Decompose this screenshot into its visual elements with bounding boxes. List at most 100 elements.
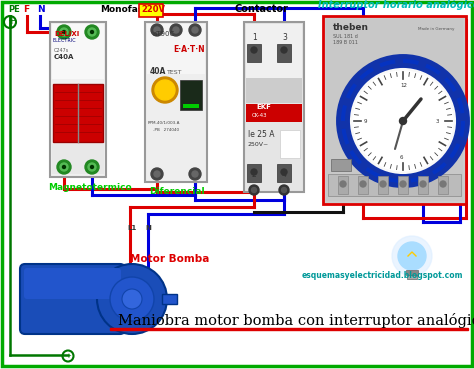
Wedge shape bbox=[379, 59, 395, 68]
Bar bbox=[50, 22, 106, 177]
Bar bbox=[52, 24, 104, 79]
Circle shape bbox=[340, 181, 346, 187]
Text: N: N bbox=[37, 5, 45, 14]
Circle shape bbox=[110, 277, 154, 321]
Text: Motor Bomba: Motor Bomba bbox=[130, 254, 210, 264]
Circle shape bbox=[251, 47, 257, 53]
Bar bbox=[358, 176, 368, 194]
Text: Interruptor horario analógico: Interruptor horario analógico bbox=[318, 0, 474, 10]
Circle shape bbox=[192, 27, 198, 33]
Wedge shape bbox=[346, 83, 357, 99]
Circle shape bbox=[91, 166, 93, 169]
Bar bbox=[280, 130, 300, 158]
Circle shape bbox=[85, 25, 99, 39]
Text: Made in Germany: Made in Germany bbox=[418, 27, 455, 31]
Bar bbox=[338, 176, 348, 194]
Circle shape bbox=[57, 160, 71, 174]
Text: -PB   274040: -PB 274040 bbox=[153, 128, 179, 132]
Bar bbox=[407, 275, 417, 279]
Text: PE: PE bbox=[8, 5, 20, 14]
Circle shape bbox=[170, 24, 182, 36]
Circle shape bbox=[60, 163, 68, 171]
Text: Diferencial: Diferencial bbox=[149, 187, 205, 196]
Text: EKF: EKF bbox=[256, 104, 271, 110]
Bar bbox=[406, 270, 418, 275]
Text: C247s: C247s bbox=[54, 48, 69, 53]
Circle shape bbox=[380, 181, 386, 187]
Circle shape bbox=[281, 169, 287, 175]
Wedge shape bbox=[456, 97, 465, 113]
Bar bbox=[246, 78, 302, 103]
Circle shape bbox=[252, 187, 256, 193]
Bar bbox=[438, 176, 448, 194]
Circle shape bbox=[400, 117, 407, 124]
Wedge shape bbox=[365, 167, 381, 178]
Text: Magnetotermico: Magnetotermico bbox=[48, 183, 132, 192]
Circle shape bbox=[249, 185, 259, 195]
Wedge shape bbox=[444, 77, 456, 92]
Text: theben: theben bbox=[333, 23, 369, 32]
Text: 220V: 220V bbox=[141, 6, 165, 14]
Text: 9: 9 bbox=[364, 119, 367, 124]
Circle shape bbox=[173, 27, 179, 33]
Text: 4: 4 bbox=[282, 170, 287, 179]
Text: 6: 6 bbox=[400, 155, 403, 160]
Circle shape bbox=[88, 28, 96, 36]
FancyBboxPatch shape bbox=[24, 268, 121, 299]
FancyBboxPatch shape bbox=[139, 4, 163, 17]
Circle shape bbox=[154, 27, 160, 33]
Text: Contactor: Contactor bbox=[235, 4, 289, 14]
Wedge shape bbox=[342, 128, 349, 145]
Bar bbox=[246, 104, 302, 122]
Bar bbox=[244, 22, 304, 192]
Bar bbox=[418, 176, 428, 194]
Circle shape bbox=[97, 264, 167, 334]
Bar bbox=[53, 84, 103, 142]
Text: Ie 25 A: Ie 25 A bbox=[248, 130, 274, 139]
Text: +: + bbox=[7, 15, 15, 25]
Circle shape bbox=[151, 24, 163, 36]
Text: aT90C: aT90C bbox=[153, 31, 175, 37]
Circle shape bbox=[192, 171, 198, 177]
Text: +: + bbox=[65, 353, 71, 359]
Bar bbox=[326, 19, 463, 201]
Circle shape bbox=[152, 77, 178, 103]
Bar bbox=[145, 22, 207, 182]
Circle shape bbox=[353, 71, 453, 171]
Circle shape bbox=[360, 181, 366, 187]
Text: F: F bbox=[23, 5, 29, 14]
Bar bbox=[378, 176, 388, 194]
Wedge shape bbox=[410, 175, 427, 182]
Text: esquemasyelectricidad.blogspot.com: esquemasyelectricidad.blogspot.com bbox=[302, 271, 464, 280]
Text: SUL 181 d: SUL 181 d bbox=[333, 34, 358, 39]
Text: TEST: TEST bbox=[167, 70, 182, 75]
Circle shape bbox=[420, 181, 426, 187]
FancyBboxPatch shape bbox=[20, 264, 125, 334]
Wedge shape bbox=[425, 64, 441, 75]
Circle shape bbox=[189, 168, 201, 180]
Circle shape bbox=[154, 171, 160, 177]
Text: 250V~: 250V~ bbox=[248, 142, 269, 147]
Circle shape bbox=[392, 236, 432, 276]
Bar bbox=[110, 328, 468, 330]
Text: 189 B 011: 189 B 011 bbox=[333, 40, 358, 45]
Circle shape bbox=[63, 166, 65, 169]
Wedge shape bbox=[341, 105, 347, 121]
Circle shape bbox=[251, 169, 257, 175]
Bar bbox=[52, 144, 104, 174]
Text: L1: L1 bbox=[127, 225, 136, 231]
Wedge shape bbox=[387, 177, 403, 183]
Text: 1: 1 bbox=[252, 33, 257, 42]
Circle shape bbox=[91, 31, 93, 34]
Circle shape bbox=[189, 24, 201, 36]
Circle shape bbox=[281, 47, 287, 53]
Bar bbox=[183, 104, 199, 108]
Bar bbox=[277, 164, 291, 182]
Text: CK-43: CK-43 bbox=[252, 113, 268, 118]
Bar bbox=[180, 80, 202, 110]
Text: N: N bbox=[145, 225, 151, 231]
Text: 12: 12 bbox=[400, 83, 407, 88]
Bar bbox=[162, 294, 177, 304]
Bar bbox=[398, 176, 408, 194]
Bar bbox=[331, 159, 351, 171]
